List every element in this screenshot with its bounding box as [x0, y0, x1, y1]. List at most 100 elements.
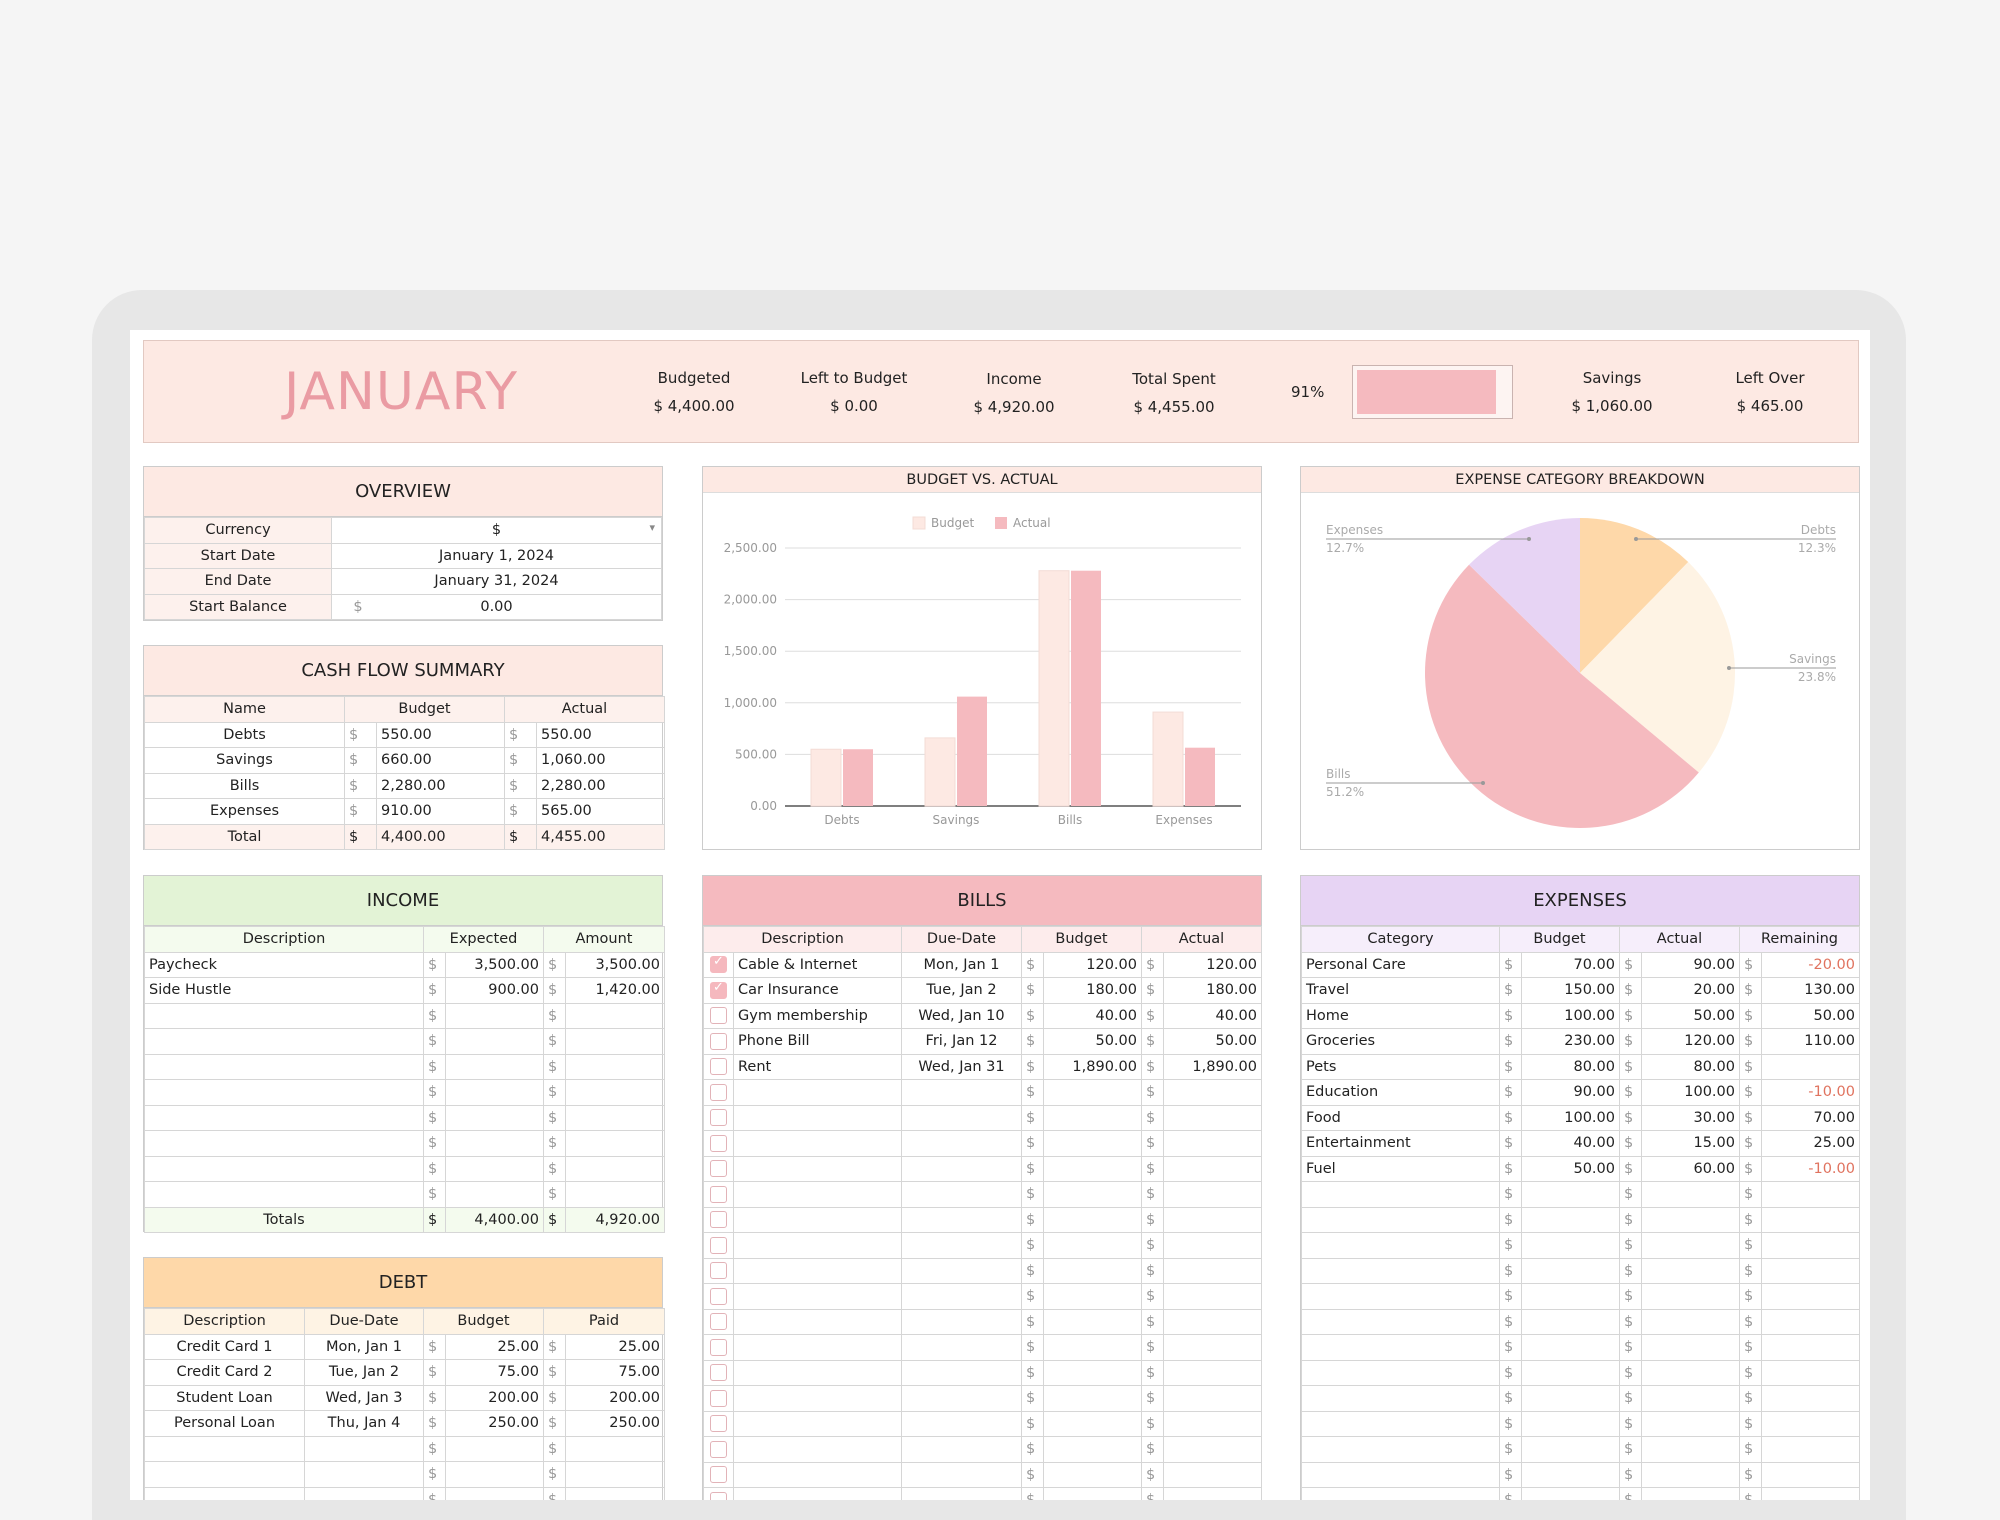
bill-actual[interactable] — [1163, 1308, 1262, 1335]
debt-description[interactable]: Credit Card 2 — [144, 1359, 305, 1386]
checkbox-icon[interactable] — [710, 1287, 727, 1305]
bill-due-date[interactable] — [901, 1436, 1022, 1463]
bill-budget[interactable]: 180.00 — [1043, 977, 1142, 1004]
expense-budget[interactable]: 100.00 — [1521, 1104, 1620, 1131]
expense-actual[interactable]: 50.00 — [1641, 1002, 1740, 1029]
bill-budget[interactable] — [1043, 1308, 1142, 1335]
income-description[interactable] — [144, 1002, 424, 1029]
expense-category[interactable] — [1301, 1385, 1500, 1412]
expense-category[interactable] — [1301, 1461, 1500, 1488]
bill-budget[interactable] — [1043, 1206, 1142, 1233]
bill-actual[interactable] — [1163, 1461, 1262, 1488]
bill-checkbox[interactable] — [703, 1130, 734, 1157]
income-amount[interactable] — [564, 1053, 666, 1080]
bill-actual[interactable] — [1163, 1130, 1262, 1157]
checkbox-icon[interactable] — [710, 954, 727, 974]
bill-budget[interactable] — [1043, 1181, 1142, 1208]
income-amount[interactable] — [564, 1155, 666, 1182]
expense-actual[interactable] — [1641, 1385, 1740, 1412]
expense-category[interactable]: Travel — [1301, 977, 1500, 1004]
debt-description[interactable]: Credit Card 1 — [144, 1333, 305, 1360]
bill-actual[interactable] — [1163, 1385, 1262, 1412]
income-expected[interactable] — [445, 1028, 544, 1055]
bill-checkbox[interactable] — [703, 1283, 734, 1310]
bill-checkbox[interactable] — [703, 1002, 734, 1029]
bill-due-date[interactable]: Wed, Jan 31 — [901, 1053, 1022, 1080]
bill-checkbox[interactable] — [703, 1079, 734, 1106]
bill-description[interactable] — [733, 1334, 902, 1361]
bill-description[interactable] — [733, 1206, 902, 1233]
bill-description[interactable] — [733, 1436, 902, 1463]
expense-category[interactable] — [1301, 1359, 1500, 1386]
expense-category[interactable] — [1301, 1334, 1500, 1361]
debt-description[interactable]: Student Loan — [144, 1384, 305, 1411]
bill-budget[interactable] — [1043, 1461, 1142, 1488]
debt-description[interactable]: Personal Loan — [144, 1410, 305, 1437]
debt-budget[interactable] — [445, 1435, 544, 1462]
checkbox-icon[interactable] — [710, 980, 727, 999]
bill-actual[interactable] — [1163, 1104, 1262, 1131]
income-description[interactable]: Paycheck — [144, 951, 424, 978]
bill-checkbox[interactable] — [703, 1385, 734, 1412]
debt-paid[interactable] — [565, 1486, 665, 1500]
bill-due-date[interactable]: Wed, Jan 10 — [901, 1002, 1022, 1029]
bill-budget[interactable] — [1043, 1257, 1142, 1284]
checkbox-icon[interactable] — [710, 1007, 727, 1025]
expense-actual[interactable]: 15.00 — [1641, 1130, 1740, 1157]
bill-due-date[interactable] — [901, 1308, 1022, 1335]
expense-actual[interactable]: 90.00 — [1641, 951, 1740, 978]
bill-checkbox[interactable] — [703, 1104, 734, 1131]
bill-budget[interactable]: 1,890.00 — [1043, 1053, 1142, 1080]
bill-actual[interactable] — [1163, 1283, 1262, 1310]
expense-category[interactable]: Education — [1301, 1079, 1500, 1106]
bill-actual[interactable] — [1163, 1359, 1262, 1386]
bill-actual[interactable] — [1163, 1334, 1262, 1361]
bill-description[interactable]: Rent — [733, 1053, 902, 1080]
bill-description[interactable] — [733, 1079, 902, 1106]
debt-paid[interactable]: 75.00 — [565, 1359, 665, 1386]
bill-budget[interactable] — [1043, 1385, 1142, 1412]
debt-budget[interactable] — [445, 1461, 544, 1488]
debt-paid[interactable]: 200.00 — [565, 1384, 665, 1411]
bill-description[interactable] — [733, 1155, 902, 1182]
expense-category[interactable] — [1301, 1181, 1500, 1208]
checkbox-icon[interactable] — [710, 1338, 727, 1356]
debt-description[interactable] — [144, 1486, 305, 1500]
checkbox-icon[interactable] — [710, 1262, 727, 1280]
expense-actual[interactable] — [1641, 1359, 1740, 1386]
debt-budget[interactable]: 200.00 — [445, 1384, 544, 1411]
bill-description[interactable]: Car Insurance — [733, 977, 902, 1004]
debt-due-date[interactable]: Thu, Jan 4 — [304, 1410, 424, 1437]
bill-description[interactable] — [733, 1359, 902, 1386]
income-description[interactable] — [144, 1155, 424, 1182]
bill-budget[interactable] — [1043, 1104, 1142, 1131]
bill-budget[interactable]: 50.00 — [1043, 1028, 1142, 1055]
bill-description[interactable] — [733, 1385, 902, 1412]
bill-checkbox[interactable] — [703, 1334, 734, 1361]
debt-due-date[interactable] — [304, 1486, 424, 1500]
bill-description[interactable] — [733, 1232, 902, 1259]
expense-category[interactable] — [1301, 1308, 1500, 1335]
income-description[interactable] — [144, 1130, 424, 1157]
bill-actual[interactable]: 1,890.00 — [1163, 1053, 1262, 1080]
checkbox-icon[interactable] — [710, 1032, 727, 1050]
bill-due-date[interactable] — [901, 1283, 1022, 1310]
bill-checkbox[interactable] — [703, 1359, 734, 1386]
bill-due-date[interactable] — [901, 1487, 1022, 1500]
expense-actual[interactable] — [1641, 1232, 1740, 1259]
expense-actual[interactable] — [1641, 1487, 1740, 1500]
debt-budget[interactable] — [445, 1486, 544, 1500]
bill-checkbox[interactable] — [703, 1461, 734, 1488]
bill-actual[interactable] — [1163, 1257, 1262, 1284]
bill-actual[interactable]: 40.00 — [1163, 1002, 1262, 1029]
bill-budget[interactable] — [1043, 1130, 1142, 1157]
income-amount[interactable]: 3,500.00 — [564, 951, 666, 978]
bill-actual[interactable] — [1163, 1181, 1262, 1208]
expense-budget[interactable] — [1521, 1308, 1620, 1335]
expense-actual[interactable] — [1641, 1410, 1740, 1437]
bill-budget[interactable] — [1043, 1359, 1142, 1386]
debt-budget[interactable]: 250.00 — [445, 1410, 544, 1437]
bill-budget[interactable] — [1043, 1232, 1142, 1259]
expense-category[interactable]: Pets — [1301, 1053, 1500, 1080]
bill-description[interactable]: Gym membership — [733, 1002, 902, 1029]
